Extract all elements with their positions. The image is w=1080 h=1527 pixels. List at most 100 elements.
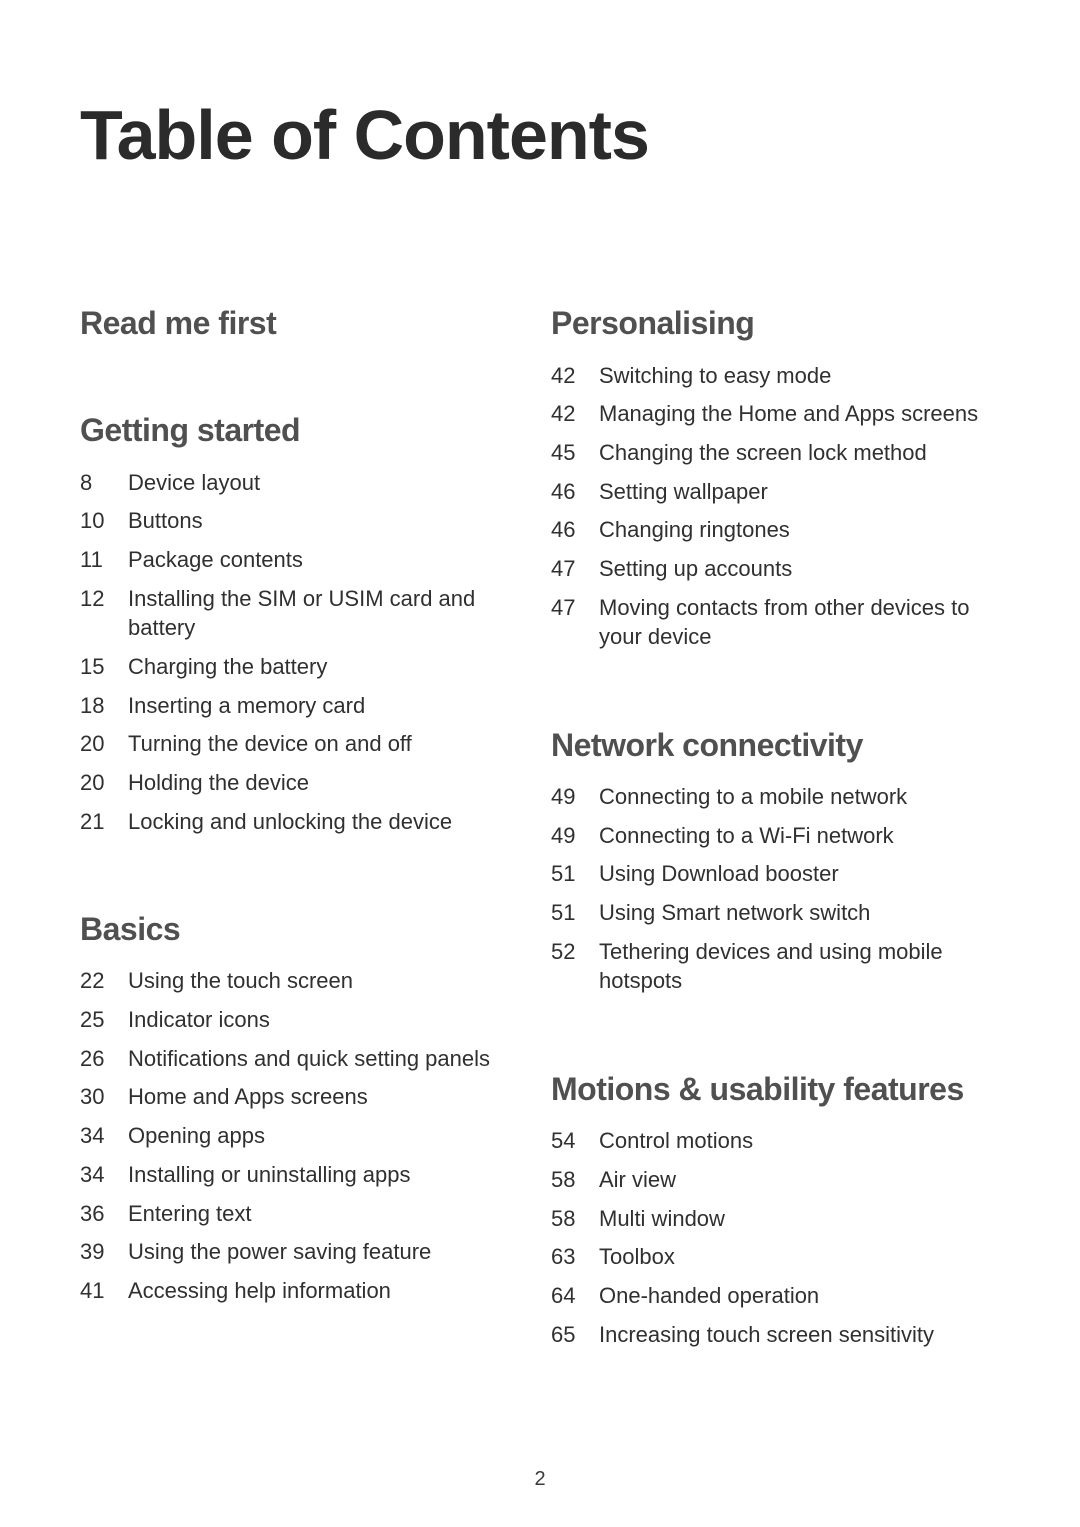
toc-entry-label: Control motions (599, 1126, 753, 1156)
toc-entry-label: Holding the device (128, 768, 309, 798)
toc-entry[interactable]: 20Turning the device on and off (80, 725, 529, 764)
toc-entry-page: 58 (551, 1165, 599, 1195)
toc-entry[interactable]: 20Holding the device (80, 764, 529, 803)
toc-entry[interactable]: 47Moving contacts from other devices to … (551, 588, 1000, 656)
toc-entry-label: Multi window (599, 1204, 725, 1234)
toc-entry[interactable]: 36Entering text (80, 1194, 529, 1233)
toc-entry[interactable]: 52Tethering devices and using mobile hot… (551, 932, 1000, 1000)
toc-entry-label: Changing ringtones (599, 515, 790, 545)
toc-list: 22Using the touch screen25Indicator icon… (80, 962, 529, 1310)
toc-entry[interactable]: 63Toolbox (551, 1238, 1000, 1277)
section-heading[interactable]: Motions & usability features (551, 1071, 1000, 1108)
toc-entry-page: 41 (80, 1276, 128, 1306)
toc-entry[interactable]: 30Home and Apps screens (80, 1078, 529, 1117)
toc-section: Motions & usability features 54Control mo… (551, 1071, 1000, 1354)
toc-entry-label: Installing or uninstalling apps (128, 1160, 411, 1190)
page-number: 2 (0, 1468, 1080, 1491)
toc-section: Basics22Using the touch screen25Indicato… (80, 911, 529, 1310)
toc-entry-label: Air view (599, 1165, 676, 1195)
section-heading[interactable]: Getting started (80, 412, 529, 449)
toc-entry-label: Changing the screen lock method (599, 438, 927, 468)
toc-entry[interactable]: 10Buttons (80, 502, 529, 541)
toc-entry[interactable]: 11Package contents (80, 540, 529, 579)
toc-entry-page: 26 (80, 1044, 128, 1074)
toc-entry-page: 49 (551, 821, 599, 851)
toc-entry-page: 39 (80, 1237, 128, 1267)
toc-entry-page: 12 (80, 584, 128, 614)
section-heading[interactable]: Basics (80, 911, 529, 948)
page-container: Table of Contents Read me first Getting s… (0, 0, 1080, 1424)
toc-entry[interactable]: 15Charging the battery (80, 647, 529, 686)
toc-entry-label: Inserting a memory card (128, 691, 365, 721)
toc-entry-page: 54 (551, 1126, 599, 1156)
toc-entry-page: 45 (551, 438, 599, 468)
toc-section: Read me first (80, 305, 529, 342)
toc-list: 8Device layout10Buttons11Package content… (80, 463, 529, 841)
toc-entry-page: 20 (80, 768, 128, 798)
toc-entry[interactable]: 58Air view (551, 1160, 1000, 1199)
toc-columns: Read me first Getting started 8Device layo… (80, 305, 1000, 1424)
toc-entry[interactable]: 8Device layout (80, 463, 529, 502)
toc-entry[interactable]: 34Opening apps (80, 1117, 529, 1156)
toc-entry[interactable]: 45Changing the screen lock method (551, 433, 1000, 472)
toc-entry[interactable]: 18Inserting a memory card (80, 686, 529, 725)
toc-entry-page: 21 (80, 807, 128, 837)
toc-entry-label: Using the power saving feature (128, 1237, 431, 1267)
section-heading[interactable]: Network connectivity (551, 727, 1000, 764)
toc-section: Getting started8Device layout10Buttons11… (80, 412, 529, 841)
toc-entry-page: 10 (80, 506, 128, 536)
toc-entry[interactable]: 46Changing ringtones (551, 511, 1000, 550)
toc-entry-label: Charging the battery (128, 652, 327, 682)
toc-entry-page: 51 (551, 898, 599, 928)
toc-entry[interactable]: 51Using Download booster (551, 855, 1000, 894)
toc-entry[interactable]: 39Using the power saving feature (80, 1233, 529, 1272)
toc-entry[interactable]: 58Multi window (551, 1199, 1000, 1238)
toc-entry[interactable]: 12Installing the SIM or USIM card and ba… (80, 579, 529, 647)
toc-list: 42Switching to easy mode42Managing the H… (551, 356, 1000, 657)
toc-entry[interactable]: 64One-handed operation (551, 1276, 1000, 1315)
toc-right-column: Personalising 42Switching to easy mode42M… (551, 305, 1000, 1424)
toc-entry-page: 8 (80, 468, 128, 498)
toc-entry[interactable]: 51Using Smart network switch (551, 894, 1000, 933)
toc-entry-page: 49 (551, 782, 599, 812)
toc-entry[interactable]: 42Managing the Home and Apps screens (551, 395, 1000, 434)
toc-entry-label: Using Smart network switch (599, 898, 870, 928)
toc-entry-label: Entering text (128, 1199, 252, 1229)
toc-entry-page: 15 (80, 652, 128, 682)
toc-entry-page: 34 (80, 1160, 128, 1190)
toc-entry-label: Connecting to a mobile network (599, 782, 907, 812)
toc-entry[interactable]: 65Increasing touch screen sensitivity (551, 1315, 1000, 1354)
toc-entry-label: Buttons (128, 506, 203, 536)
toc-entry-page: 46 (551, 477, 599, 507)
toc-entry-label: Managing the Home and Apps screens (599, 399, 978, 429)
toc-left-column: Read me first Getting started 8Device layo… (80, 305, 529, 1424)
toc-entry-label: Home and Apps screens (128, 1082, 368, 1112)
toc-entry[interactable]: 21Locking and unlocking the device (80, 802, 529, 841)
toc-entry[interactable]: 34Installing or uninstalling apps (80, 1155, 529, 1194)
toc-entry[interactable]: 41Accessing help information (80, 1271, 529, 1310)
toc-entry-page: 51 (551, 859, 599, 889)
section-heading[interactable]: Read me first (80, 305, 529, 342)
toc-entry-label: Turning the device on and off (128, 729, 412, 759)
toc-entry-page: 47 (551, 554, 599, 584)
toc-entry[interactable]: 47Setting up accounts (551, 549, 1000, 588)
toc-list: 49Connecting to a mobile network49Connec… (551, 778, 1000, 1001)
toc-entry-page: 22 (80, 966, 128, 996)
toc-entry-label: Device layout (128, 468, 260, 498)
toc-entry[interactable]: 49Connecting to a mobile network (551, 778, 1000, 817)
toc-list: 54Control motions58Air view58Multi windo… (551, 1122, 1000, 1354)
toc-entry-label: Installing the SIM or USIM card and batt… (128, 584, 529, 643)
section-heading[interactable]: Personalising (551, 305, 1000, 342)
toc-entry[interactable]: 26Notifications and quick setting panels (80, 1039, 529, 1078)
toc-entry[interactable]: 54Control motions (551, 1122, 1000, 1161)
toc-entry[interactable]: 22Using the touch screen (80, 962, 529, 1001)
toc-entry-label: Indicator icons (128, 1005, 270, 1035)
toc-entry[interactable]: 46Setting wallpaper (551, 472, 1000, 511)
toc-entry-label: Using the touch screen (128, 966, 353, 996)
page-title: Table of Contents (80, 95, 1000, 175)
toc-entry-page: 65 (551, 1320, 599, 1350)
toc-entry-label: Moving contacts from other devices to yo… (599, 593, 1000, 652)
toc-entry[interactable]: 42Switching to easy mode (551, 356, 1000, 395)
toc-entry[interactable]: 25Indicator icons (80, 1001, 529, 1040)
toc-entry[interactable]: 49Connecting to a Wi-Fi network (551, 816, 1000, 855)
